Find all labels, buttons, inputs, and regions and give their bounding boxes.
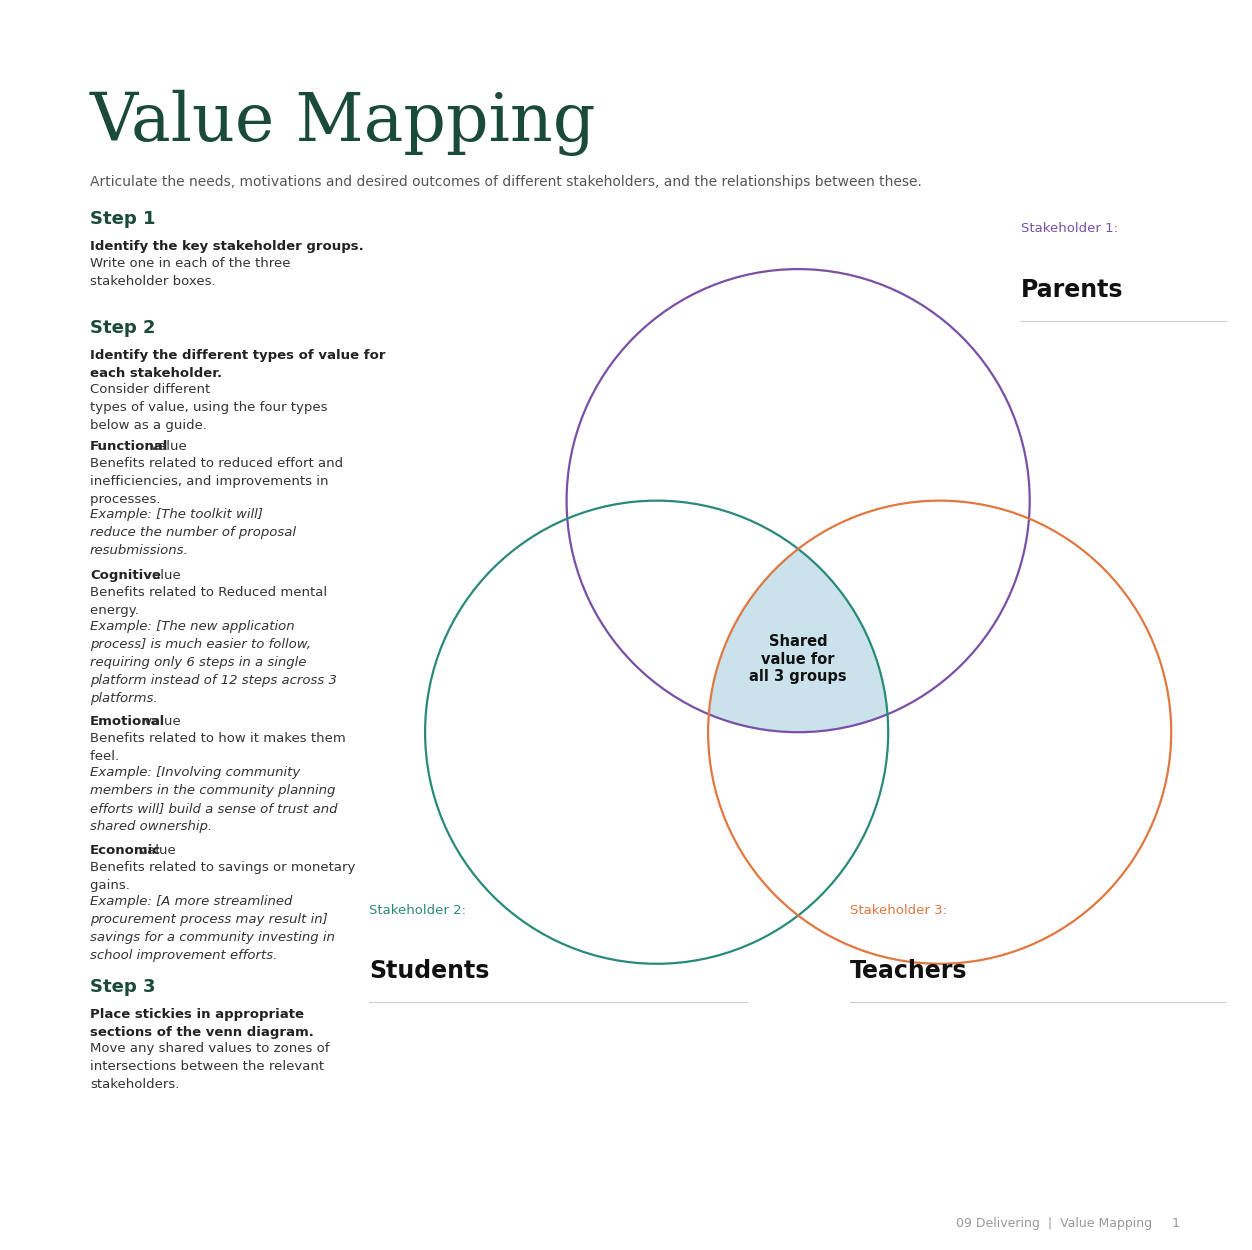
Text: Write one in each of the three
stakeholder boxes.: Write one in each of the three stakehold… xyxy=(90,258,290,288)
Text: Shared
value for
all 3 groups: Shared value for all 3 groups xyxy=(750,634,846,684)
Text: Step 3: Step 3 xyxy=(90,978,155,996)
Text: Benefits related to reduced effort and
inefficiencies, and improvements in
proce: Benefits related to reduced effort and i… xyxy=(90,458,343,506)
Text: value: value xyxy=(140,715,182,727)
Text: Step 2: Step 2 xyxy=(90,319,155,338)
Text: Cognitive: Cognitive xyxy=(90,569,160,582)
Text: Value Mapping: Value Mapping xyxy=(90,90,596,156)
Text: Teachers: Teachers xyxy=(850,960,967,984)
Text: Move any shared values to zones of
intersections between the relevant
stakeholde: Move any shared values to zones of inter… xyxy=(90,1042,329,1091)
Text: Stakeholder 1:: Stakeholder 1: xyxy=(1022,222,1118,235)
Text: 09 Delivering  |  Value Mapping     1: 09 Delivering | Value Mapping 1 xyxy=(957,1218,1179,1230)
Text: Place stickies in appropriate
sections of the venn diagram.: Place stickies in appropriate sections o… xyxy=(90,1008,314,1039)
Text: Example: [Involving community
members in the community planning
efforts will] bu: Example: [Involving community members in… xyxy=(90,766,338,832)
Text: Benefits related to how it makes them
feel.: Benefits related to how it makes them fe… xyxy=(90,732,346,762)
Text: Economic: Economic xyxy=(90,844,162,858)
Text: Example: [The new application
process] is much easier to follow,
requiring only : Example: [The new application process] i… xyxy=(90,620,337,705)
Text: Articulate the needs, motivations and desired outcomes of different stakeholders: Articulate the needs, motivations and de… xyxy=(90,175,921,189)
Text: Identify the key stakeholder groups.: Identify the key stakeholder groups. xyxy=(90,240,364,252)
Text: Parents: Parents xyxy=(1022,278,1123,301)
Text: Functional: Functional xyxy=(90,440,168,452)
Text: Step 1: Step 1 xyxy=(90,210,155,227)
Text: value: value xyxy=(140,569,182,582)
Text: Stakeholder 3:: Stakeholder 3: xyxy=(850,904,947,916)
Text: Students: Students xyxy=(369,960,490,984)
Text: Example: [A more streamlined
procurement process may result in]
savings for a co: Example: [A more streamlined procurement… xyxy=(90,895,334,962)
Text: Example: [The toolkit will]
reduce the number of proposal
resubmissions.: Example: [The toolkit will] reduce the n… xyxy=(90,508,295,558)
Text: Benefits related to Reduced mental
energy.: Benefits related to Reduced mental energ… xyxy=(90,586,327,618)
Text: Consider different
types of value, using the four types
below as a guide.: Consider different types of value, using… xyxy=(90,382,328,432)
Polygon shape xyxy=(709,549,888,732)
Text: Benefits related to savings or monetary
gains.: Benefits related to savings or monetary … xyxy=(90,861,356,892)
Text: Stakeholder 2:: Stakeholder 2: xyxy=(369,904,466,916)
Text: Emotional: Emotional xyxy=(90,715,165,727)
Text: value: value xyxy=(146,440,187,452)
Text: Identify the different types of value for
each stakeholder.: Identify the different types of value fo… xyxy=(90,349,386,380)
Text: value: value xyxy=(135,844,175,858)
